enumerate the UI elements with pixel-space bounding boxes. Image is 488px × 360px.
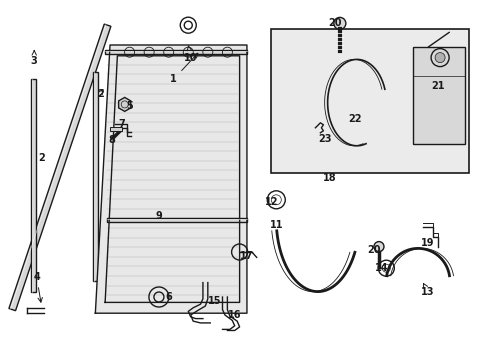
Text: 3: 3: [31, 50, 38, 66]
Text: 17: 17: [240, 251, 253, 261]
Polygon shape: [106, 217, 246, 222]
Polygon shape: [119, 98, 130, 111]
Circle shape: [373, 242, 383, 252]
Text: 2: 2: [97, 89, 103, 99]
Text: 12: 12: [264, 197, 278, 207]
Text: 4: 4: [33, 272, 42, 302]
Polygon shape: [110, 127, 122, 131]
Polygon shape: [9, 24, 111, 311]
Text: 2: 2: [38, 153, 45, 163]
Bar: [271, 29, 468, 173]
Text: 20: 20: [366, 245, 380, 255]
Polygon shape: [105, 50, 246, 54]
Circle shape: [333, 17, 345, 30]
Circle shape: [434, 53, 444, 63]
Text: 8: 8: [108, 135, 115, 145]
Text: 7: 7: [118, 119, 124, 129]
Text: 20: 20: [327, 18, 341, 28]
Text: 16: 16: [227, 310, 241, 320]
Text: 14: 14: [374, 263, 387, 273]
Text: 5: 5: [126, 101, 133, 111]
Text: 15: 15: [208, 296, 222, 306]
Text: 9: 9: [155, 211, 162, 221]
Polygon shape: [93, 72, 98, 281]
Polygon shape: [31, 79, 36, 292]
Text: 6: 6: [165, 292, 172, 302]
Text: 1: 1: [170, 53, 198, 84]
Text: 21: 21: [430, 81, 444, 91]
Text: 10: 10: [183, 46, 197, 63]
Text: 23: 23: [318, 134, 331, 144]
Bar: [412, 47, 464, 144]
Text: 22: 22: [347, 114, 361, 124]
Text: 13: 13: [420, 283, 434, 297]
Text: 18: 18: [323, 173, 336, 183]
Circle shape: [430, 49, 448, 67]
Polygon shape: [95, 45, 246, 313]
Text: 19: 19: [420, 238, 434, 248]
Text: 11: 11: [269, 220, 283, 230]
